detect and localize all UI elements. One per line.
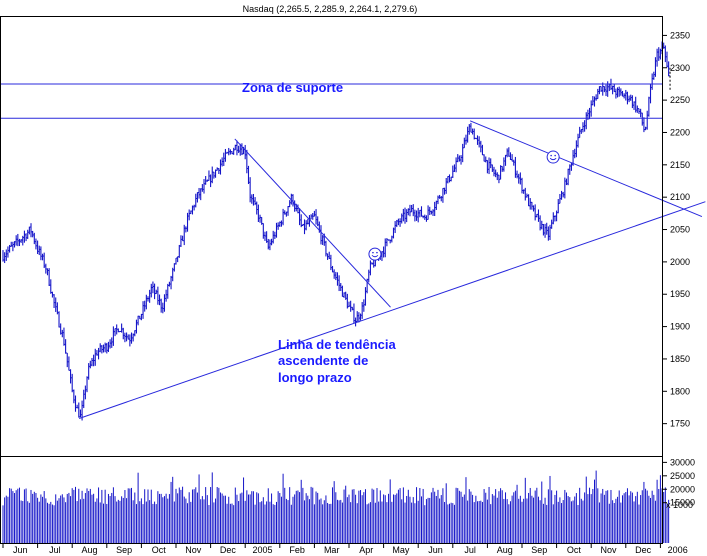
volume-axis: 15000 20000 25000 30000: [662, 457, 695, 508]
price-tick-label: 1900: [670, 322, 690, 332]
month-tick-label: Dec: [220, 545, 237, 555]
volume-multiplier-label: x 1000: [666, 500, 693, 510]
trendline: [469, 120, 703, 218]
price-axis: 1750 1800 1850 1900 1950 2000 2050 2100 2150 2200…: [662, 30, 690, 429]
month-tick-label: Mar: [324, 545, 340, 555]
month-tick-label: Sep: [116, 545, 132, 555]
price-tick-label: 2050: [670, 225, 690, 235]
smiley-icon: [546, 150, 560, 164]
price-tick-label: 2250: [670, 95, 690, 105]
x-axis: Jun Jul Aug Sep Oct Nov Dec 2005 Feb Mar Apr May Jun…: [2, 543, 688, 555]
price-tick-label: 2150: [670, 160, 690, 170]
support-zone-label: Zona de suporte: [242, 80, 343, 95]
month-tick-label: Sep: [531, 545, 547, 555]
trendline: [234, 138, 391, 308]
month-tick-label: Apr: [359, 545, 373, 555]
month-tick-label: Aug: [81, 545, 97, 555]
price-tick-label: 2200: [670, 127, 690, 137]
month-tick-label: Oct: [567, 545, 582, 555]
trend-label-line-3: longo prazo: [278, 370, 352, 385]
month-tick-label: Oct: [152, 545, 167, 555]
month-tick-label: Jul: [49, 545, 61, 555]
month-tick-label: Feb: [289, 545, 305, 555]
trendline: [78, 201, 706, 419]
volume-tick-label: 25000: [670, 471, 695, 481]
price-tick-label: 1800: [670, 386, 690, 396]
month-tick-label: May: [392, 545, 410, 555]
price-tick-label: 2100: [670, 192, 690, 202]
month-tick-label: 2006: [668, 545, 688, 555]
volume-tick-label: 30000: [670, 457, 695, 467]
month-tick-label: Dec: [635, 545, 652, 555]
price-series: [2, 41, 671, 421]
trendlines: [0, 83, 706, 419]
price-tick-label: 1850: [670, 354, 690, 364]
smiley-icon: [368, 247, 382, 261]
plot-frame: [0, 16, 663, 544]
trend-label-line-2: ascendente de: [278, 353, 368, 368]
month-tick-label: Jul: [464, 545, 476, 555]
month-tick-label: Nov: [185, 545, 202, 555]
volume-bars: [2, 470, 670, 543]
price-tick-label: 1750: [670, 419, 690, 429]
month-tick-label: Nov: [600, 545, 617, 555]
trend-label-line-1: Linha de tendência: [278, 337, 397, 352]
price-tick-label: 1950: [670, 289, 690, 299]
volume-tick-label: 20000: [670, 484, 695, 494]
price-tick-label: 2350: [670, 30, 690, 40]
volume-tick-label: 15000: [670, 498, 695, 508]
month-tick-label: Jun: [428, 545, 443, 555]
price-tick-label: 2000: [670, 257, 690, 267]
month-tick-label: Jun: [13, 545, 28, 555]
month-tick-label: 2005: [252, 545, 272, 555]
smileys: [368, 150, 560, 261]
chart-title: Nasdaq (2,265.5, 2,285.9, 2,264.1, 2,279…: [243, 4, 418, 14]
month-tick-label: Aug: [497, 545, 513, 555]
price-tick-label: 2300: [670, 63, 690, 73]
